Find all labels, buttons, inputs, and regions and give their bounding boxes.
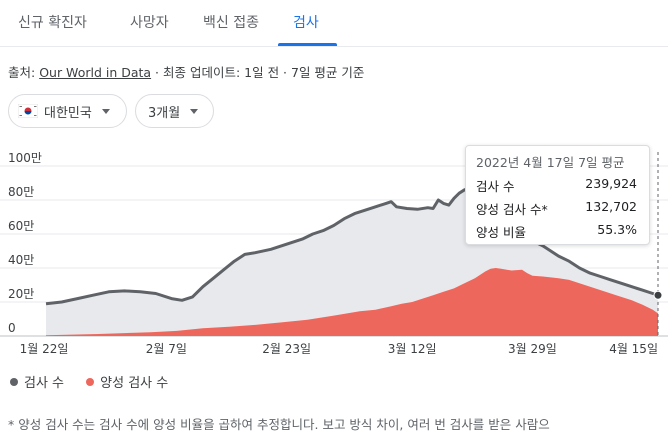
x-tick-label: 3월 12일 xyxy=(388,342,437,356)
y-tick-label: 80만 xyxy=(8,185,34,199)
source-prefix: 출처: xyxy=(8,65,40,80)
tooltip-value: 55.3% xyxy=(597,222,637,237)
tab-vaccinations[interactable]: 백신 접종 xyxy=(203,15,259,31)
tab-new-cases[interactable]: 신규 확진자 xyxy=(18,15,87,31)
chevron-down-icon xyxy=(101,108,110,114)
active-tab-indicator xyxy=(278,43,337,46)
chevron-down-icon xyxy=(190,108,199,114)
y-tick-label: 20만 xyxy=(8,287,34,301)
legend-item-positives[interactable]: 양성 검사 수 xyxy=(86,372,168,391)
y-tick-label: 0 xyxy=(8,321,16,335)
tooltip-row-positives: 양성 검사 수* 132,702 xyxy=(476,199,637,217)
x-tick-label: 1월 22일 xyxy=(20,342,69,356)
tests-line xyxy=(45,184,659,306)
chart-tick-labels: 0 20만 40만 60만 80만 100만 1월 22일 2월 7일 2월 23일 3월 12일… xyxy=(8,151,658,356)
region-label: 대한민국 xyxy=(44,105,92,121)
legend-dot xyxy=(10,377,18,386)
region-dropdown[interactable]: 대한민국 xyxy=(8,94,127,128)
legend-dot xyxy=(86,377,95,386)
range-dropdown[interactable]: 3개월 xyxy=(135,94,214,128)
legend-item-tests[interactable]: 검사 수 xyxy=(10,372,64,391)
source-link[interactable]: Our World in Data xyxy=(39,65,152,80)
range-label: 3개월 xyxy=(148,105,181,121)
y-tick-label: 40만 xyxy=(8,253,34,267)
positives-area xyxy=(46,268,658,336)
chart-tooltip: 2022년 4월 17일 7일 평균 검사 수 239,924 양성 검사 수*… xyxy=(465,145,650,245)
tooltip-value: 239,924 xyxy=(585,176,637,191)
tooltip-row-rate: 양성 비율 55.3% xyxy=(476,222,637,240)
source-suffix: · 최종 업데이트: 1일 전 · 7일 평균 기준 xyxy=(151,65,365,80)
south-korea-flag-icon xyxy=(18,104,38,118)
source-line: 출처: Our World in Data · 최종 업데이트: 1일 전 · … xyxy=(8,62,364,81)
hover-point xyxy=(653,290,663,300)
tab-deaths[interactable]: 사망자 xyxy=(130,15,169,31)
footnote: * 양성 검사 수는 검사 수에 양성 비율을 곱하여 추정합니다. 보고 방식… xyxy=(8,417,550,432)
tab-testing[interactable]: 검사 xyxy=(293,15,319,31)
tooltip-label: 양성 비율 xyxy=(476,225,526,240)
y-tick-label: 60만 xyxy=(8,219,34,233)
tooltip-label: 양성 검사 수* xyxy=(476,202,548,217)
legend-label: 검사 수 xyxy=(24,376,65,391)
tab-bar: 신규 확진자 사망자 백신 접종 검사 xyxy=(0,0,668,47)
tooltip-label: 검사 수 xyxy=(476,179,515,194)
x-tick-label: 3월 29일 xyxy=(508,342,557,356)
tooltip-title: 2022년 4월 17일 7일 평균 xyxy=(476,155,625,170)
x-tick-label: 2월 7일 xyxy=(146,342,187,356)
x-tick-label: 2월 23일 xyxy=(262,342,311,356)
x-tick-label: 4월 15일 xyxy=(609,342,658,356)
chart-legend: 검사 수 양성 검사 수 xyxy=(10,372,186,391)
tooltip-value: 132,702 xyxy=(585,199,637,214)
tooltip-row-tests: 검사 수 239,924 xyxy=(476,176,637,194)
y-tick-label: 100만 xyxy=(8,151,42,165)
legend-label: 양성 검사 수 xyxy=(100,376,169,391)
